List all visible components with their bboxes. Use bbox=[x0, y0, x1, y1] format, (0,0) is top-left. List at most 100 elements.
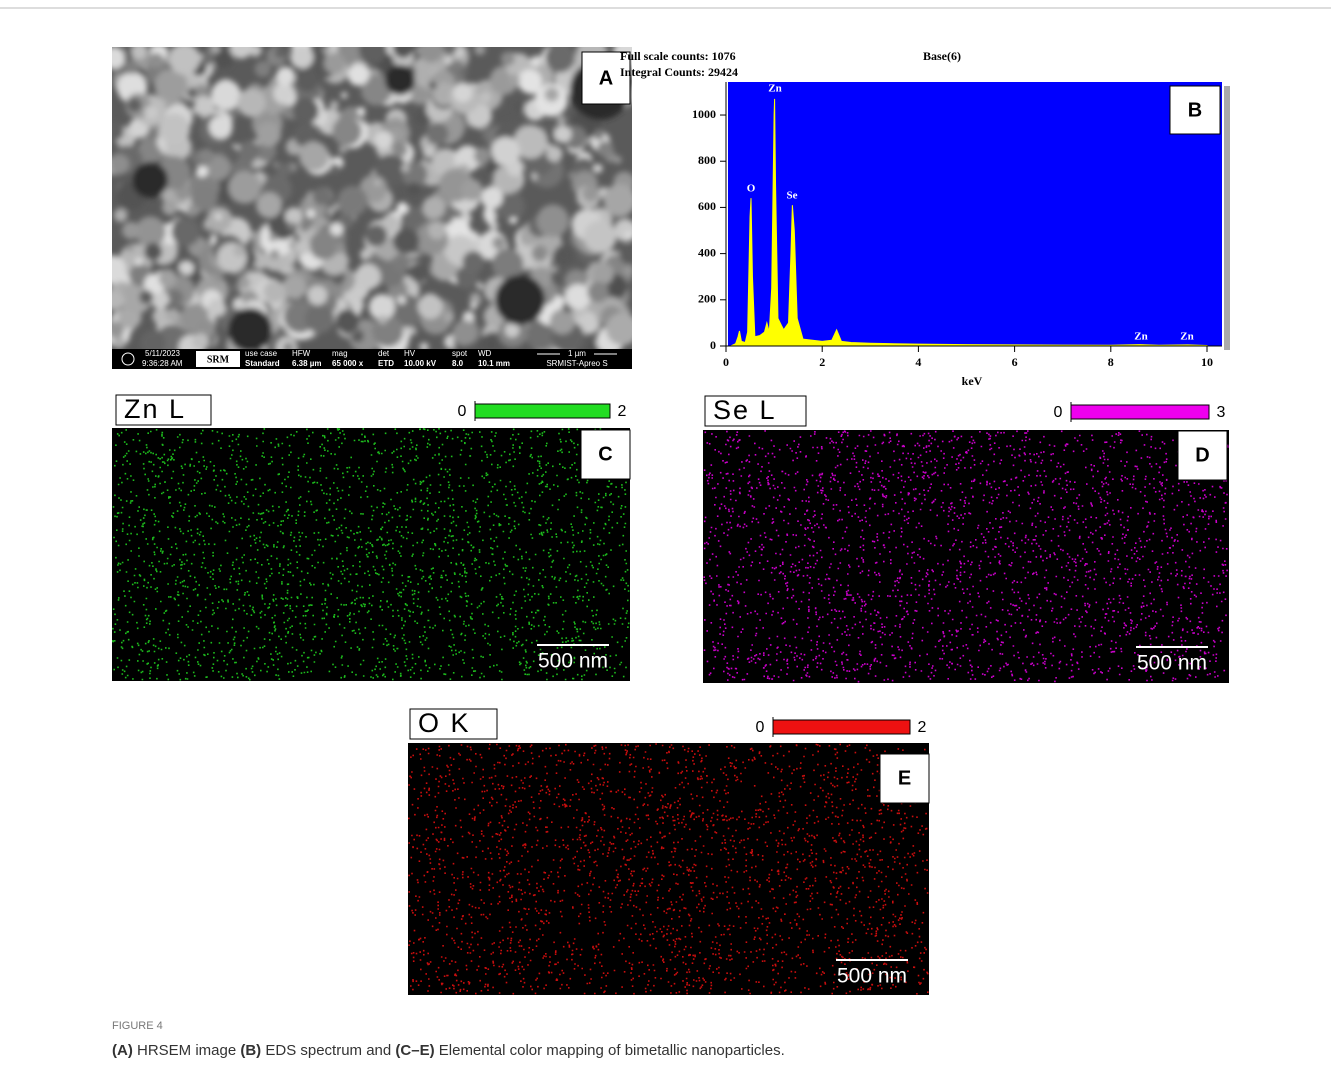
sem-blob bbox=[494, 215, 504, 225]
sem-blob bbox=[537, 205, 570, 238]
sem-blob bbox=[615, 219, 638, 242]
caption-segment: (C–E) bbox=[395, 1042, 434, 1059]
sem-blob bbox=[276, 163, 291, 178]
sem-blob bbox=[374, 179, 381, 186]
sem-blob bbox=[192, 333, 209, 350]
sem-blob bbox=[323, 46, 331, 54]
sem-blob bbox=[296, 70, 318, 92]
x-tick-label: 6 bbox=[1012, 355, 1018, 369]
sem-blob bbox=[419, 39, 442, 62]
sem-blob bbox=[477, 283, 483, 289]
x-tick-label: 4 bbox=[915, 355, 921, 369]
sem-blob bbox=[98, 255, 127, 284]
sem-blob bbox=[354, 300, 364, 310]
sem-void bbox=[228, 308, 272, 352]
sem-blob bbox=[109, 154, 129, 174]
sem-blob bbox=[418, 294, 443, 319]
element-label: Zn L bbox=[124, 394, 186, 424]
figure: 5/11/2023 9:36:28 AM SRM use case Standa… bbox=[0, 0, 1331, 1079]
element-label: Se L bbox=[713, 395, 777, 425]
sem-blob bbox=[568, 172, 576, 180]
sem-blob bbox=[264, 281, 286, 303]
sem-blob bbox=[306, 209, 315, 218]
sem-void bbox=[132, 162, 168, 198]
plot-shadow bbox=[1224, 86, 1230, 350]
sem-blob bbox=[285, 207, 303, 225]
sem-blob bbox=[620, 246, 639, 265]
sem-blob bbox=[238, 277, 250, 289]
sem-blob bbox=[255, 61, 271, 77]
sem-blob bbox=[505, 323, 520, 338]
y-tick-label: 200 bbox=[698, 292, 716, 306]
peak-label: Zn bbox=[1134, 331, 1147, 343]
info-text: 65 000 x bbox=[332, 359, 364, 368]
sem-blob bbox=[296, 240, 311, 255]
caption-segment: (B) bbox=[240, 1042, 261, 1059]
y-tick-label: 1000 bbox=[692, 107, 716, 121]
sem-blob bbox=[407, 183, 420, 196]
sem-blob bbox=[625, 231, 633, 239]
sem-blob bbox=[211, 80, 241, 110]
sem-blob bbox=[107, 321, 124, 338]
sem-blob bbox=[514, 101, 525, 112]
sem-blob bbox=[565, 284, 590, 309]
scale-bar-label: 500 nm bbox=[1137, 652, 1207, 675]
y-tick-label: 0 bbox=[710, 338, 716, 352]
colorbar bbox=[1071, 405, 1209, 419]
sem-blob bbox=[148, 129, 159, 140]
sem-blob bbox=[501, 52, 515, 66]
y-tick-label: 800 bbox=[698, 153, 716, 167]
sem-blob bbox=[113, 337, 125, 349]
sem-blob bbox=[375, 131, 393, 149]
sem-blob bbox=[256, 122, 281, 147]
sem-blob bbox=[230, 36, 253, 59]
caption-segment: (A) bbox=[112, 1042, 133, 1059]
x-axis-label: keV bbox=[962, 374, 983, 388]
sem-blob bbox=[510, 217, 517, 224]
figure-number: FIGURE 4 bbox=[112, 1020, 163, 1032]
sem-blob bbox=[470, 302, 478, 310]
sem-blob bbox=[275, 46, 287, 58]
sem-blob bbox=[426, 122, 449, 145]
x-tick-label: 0 bbox=[723, 355, 729, 369]
sem-blob bbox=[194, 96, 215, 117]
sem-blob bbox=[397, 296, 406, 305]
sem-blob bbox=[594, 164, 603, 173]
colorbar-max: 2 bbox=[918, 719, 927, 736]
sem-blob bbox=[401, 164, 409, 172]
sem-blob bbox=[397, 202, 409, 214]
sem-blob bbox=[357, 107, 365, 115]
sem-blob bbox=[269, 233, 277, 241]
sem-blob bbox=[159, 114, 190, 145]
sem-blob bbox=[237, 89, 265, 117]
sem-blob bbox=[166, 308, 180, 322]
sem-void bbox=[385, 65, 415, 95]
caption-segment: Elemental color mapping of bimetallic na… bbox=[435, 1042, 785, 1059]
sem-blob bbox=[144, 106, 158, 120]
colorbar-min: 0 bbox=[458, 403, 467, 420]
eds-header: Integral Counts: 29424 bbox=[620, 65, 738, 79]
panel-label: C bbox=[598, 443, 612, 465]
sem-blob bbox=[125, 61, 138, 74]
sem-blob bbox=[452, 321, 477, 346]
sem-blob bbox=[424, 146, 435, 157]
sem-blob bbox=[208, 299, 226, 317]
sem-blob bbox=[372, 316, 403, 347]
x-tick-label: 10 bbox=[1201, 355, 1213, 369]
peak-label: O bbox=[747, 183, 756, 195]
sem-blob bbox=[550, 265, 558, 273]
sem-blob bbox=[509, 74, 521, 86]
sem-blob bbox=[597, 141, 613, 157]
sem-blob bbox=[480, 91, 492, 103]
sem-blob bbox=[299, 141, 329, 171]
sem-blob bbox=[392, 142, 407, 157]
info-text: 1 µm bbox=[568, 349, 586, 358]
sem-blob bbox=[443, 312, 454, 323]
sem-blob bbox=[126, 244, 134, 252]
sem-blob bbox=[582, 185, 599, 202]
sem-blob bbox=[546, 146, 562, 162]
colorbar bbox=[475, 404, 610, 418]
info-text: mag bbox=[332, 349, 348, 358]
sem-blob bbox=[409, 263, 428, 282]
sem-blob bbox=[139, 290, 153, 304]
